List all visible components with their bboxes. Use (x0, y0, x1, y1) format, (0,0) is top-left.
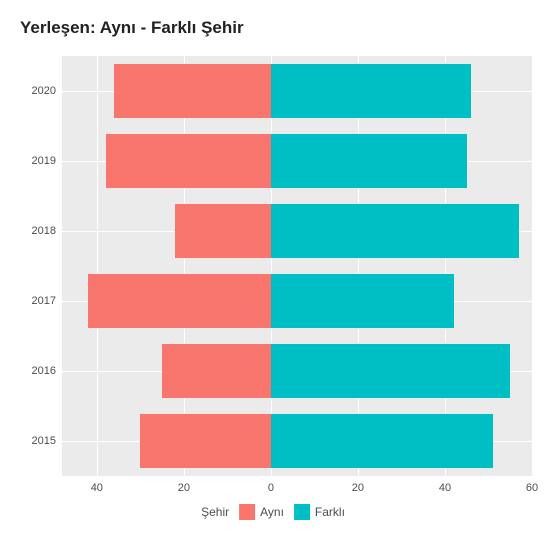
x-tick-label: 20 (352, 482, 364, 494)
gridline-vertical (358, 56, 359, 476)
bar-farkli-2019 (271, 134, 467, 188)
x-tick-label: 40 (439, 482, 451, 494)
bar-ayni-2018 (175, 204, 271, 258)
y-tick-label: 2018 (26, 225, 56, 237)
bar-farkli-2015 (271, 414, 493, 468)
bar-farkli-2017 (271, 274, 454, 328)
x-tick-label: 60 (526, 482, 538, 494)
gridline-vertical (97, 56, 98, 476)
y-tick-label: 2017 (26, 295, 56, 307)
bar-farkli-2020 (271, 64, 471, 118)
chart-title: Yerleşen: Aynı - Farklı Şehir (20, 18, 536, 38)
y-tick-label: 2016 (26, 365, 56, 377)
bar-ayni-2020 (114, 64, 271, 118)
x-tick-label: 20 (178, 482, 190, 494)
y-tick-label: 2020 (26, 85, 56, 97)
chart-container: Yerleşen: Aynı - Farklı Şehir 40 20 0 20 40 6… (0, 0, 550, 550)
legend: Şehir Aynı Farklı (201, 504, 349, 520)
gridline-vertical (184, 56, 185, 476)
gridline-vertical (271, 56, 272, 476)
bar-farkli-2018 (271, 204, 519, 258)
gridline-vertical (445, 56, 446, 476)
y-tick-label: 2019 (26, 155, 56, 167)
legend-item-ayni: Aynı (239, 504, 284, 520)
bar-farkli-2016 (271, 344, 510, 398)
bar-ayni-2017 (88, 274, 271, 328)
legend-label-ayni: Aynı (260, 505, 284, 519)
bar-ayni-2015 (140, 414, 271, 468)
x-tick-label: 40 (91, 482, 103, 494)
gridline-vertical (532, 56, 533, 476)
bar-ayni-2019 (106, 134, 271, 188)
legend-label-farkli: Farklı (315, 505, 345, 519)
legend-title: Şehir (201, 505, 229, 519)
plot-area (62, 56, 532, 476)
legend-item-farkli: Farklı (294, 504, 345, 520)
legend-swatch-ayni (239, 504, 255, 520)
bar-ayni-2016 (162, 344, 271, 398)
legend-swatch-farkli (294, 504, 310, 520)
x-tick-label: 0 (268, 482, 274, 494)
y-tick-label: 2015 (26, 435, 56, 447)
